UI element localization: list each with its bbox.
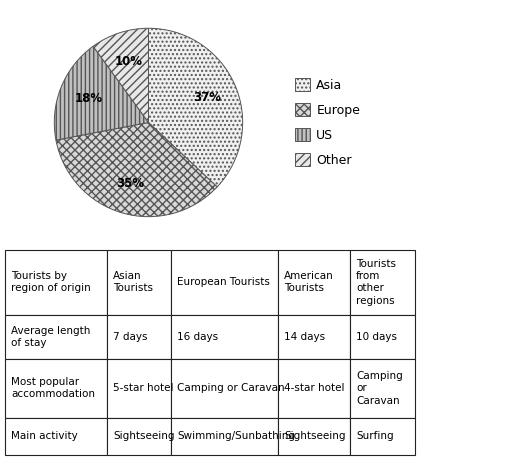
Bar xyxy=(350,359,415,418)
Text: 18%: 18% xyxy=(75,92,103,106)
Wedge shape xyxy=(56,122,217,217)
Bar xyxy=(172,359,278,418)
Text: Camping or Caravan: Camping or Caravan xyxy=(178,383,285,393)
Bar xyxy=(5,418,107,455)
Text: Average length
of stay: Average length of stay xyxy=(11,325,91,348)
Bar xyxy=(172,418,278,455)
Text: Main activity: Main activity xyxy=(11,431,78,441)
Text: Swimming/Sunbathing: Swimming/Sunbathing xyxy=(178,431,295,441)
Bar xyxy=(350,418,415,455)
Wedge shape xyxy=(54,46,148,140)
Legend: Asia, Europe, US, Other: Asia, Europe, US, Other xyxy=(291,74,364,171)
Text: 37%: 37% xyxy=(193,90,221,104)
Wedge shape xyxy=(93,28,148,122)
Text: Sightseeing: Sightseeing xyxy=(113,431,175,441)
Bar xyxy=(350,315,415,359)
Bar xyxy=(107,418,172,455)
Bar xyxy=(107,315,172,359)
Bar xyxy=(279,359,350,418)
Text: 5-star hotel: 5-star hotel xyxy=(113,383,174,393)
Bar xyxy=(350,250,415,315)
Text: Camping
or
Caravan: Camping or Caravan xyxy=(356,371,403,406)
Text: 10 days: 10 days xyxy=(356,332,397,342)
Wedge shape xyxy=(148,28,243,187)
Bar xyxy=(107,250,172,315)
Text: Tourists
from
other
regions: Tourists from other regions xyxy=(356,259,396,306)
Text: 14 days: 14 days xyxy=(284,332,325,342)
Text: American
Tourists: American Tourists xyxy=(284,271,334,293)
Text: Most popular
accommodation: Most popular accommodation xyxy=(11,377,95,399)
Text: Sightseeing: Sightseeing xyxy=(284,431,346,441)
Text: 7 days: 7 days xyxy=(113,332,147,342)
Bar xyxy=(172,250,278,315)
Text: European Tourists: European Tourists xyxy=(178,277,270,287)
Text: 10%: 10% xyxy=(115,55,143,68)
Bar xyxy=(5,250,107,315)
Text: Tourists by
region of origin: Tourists by region of origin xyxy=(11,271,91,293)
Bar xyxy=(5,359,107,418)
Bar xyxy=(279,250,350,315)
Bar xyxy=(279,418,350,455)
Text: 16 days: 16 days xyxy=(178,332,219,342)
Text: 35%: 35% xyxy=(117,178,145,190)
Bar xyxy=(5,315,107,359)
Bar xyxy=(172,315,278,359)
Text: 4-star hotel: 4-star hotel xyxy=(284,383,345,393)
Bar xyxy=(279,315,350,359)
Text: Asian
Tourists: Asian Tourists xyxy=(113,271,153,293)
Text: Surfing: Surfing xyxy=(356,431,394,441)
Bar xyxy=(107,359,172,418)
